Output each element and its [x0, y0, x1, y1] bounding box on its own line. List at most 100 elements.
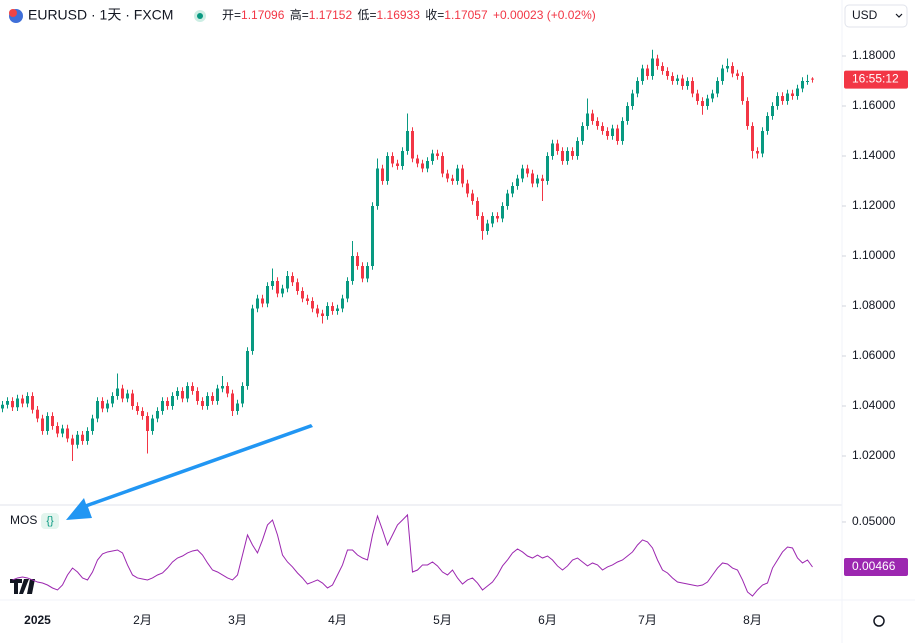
ohlc-value: 1.17057	[444, 8, 488, 22]
settings-icon[interactable]	[873, 615, 885, 627]
candle-body	[546, 156, 549, 181]
y-tick-label: 1.12000	[852, 198, 896, 212]
candle-body	[676, 78, 679, 81]
candle-body	[491, 216, 494, 224]
candle-body	[246, 351, 249, 386]
candle-body	[596, 121, 599, 126]
candle-body	[731, 66, 734, 74]
marks: 1.02000 1.04000 1.06000 1.08000 1.10000 1.120…	[1, 48, 908, 627]
y-tick-label: 1.16000	[852, 98, 896, 112]
y-tick-label: 1.04000	[852, 398, 896, 412]
candle-body	[321, 313, 324, 316]
candle-body	[481, 216, 484, 231]
candle-body	[151, 418, 154, 431]
candle-body	[1, 404, 4, 409]
candle-body	[536, 178, 539, 184]
candle-body	[661, 66, 664, 71]
candle-body	[651, 58, 654, 76]
candle-body	[106, 403, 109, 409]
candle-body	[411, 131, 414, 159]
candle-body	[336, 308, 339, 311]
candle-body	[421, 163, 424, 169]
symbol-title[interactable]: EURUSD · 1天 · FXCM	[28, 7, 173, 23]
candle-body	[286, 276, 289, 289]
candle-body	[551, 143, 554, 156]
candle-body	[156, 411, 159, 419]
candle-body	[461, 168, 464, 184]
candle-body	[201, 401, 204, 406]
candle-body	[191, 386, 194, 391]
candle-body	[96, 401, 99, 419]
candle-body	[591, 113, 594, 121]
tradingview-logo[interactable]	[10, 579, 35, 594]
candle-body	[186, 386, 189, 399]
currency-select[interactable]	[844, 4, 908, 28]
ohlc-value: 1.16933	[377, 8, 421, 22]
indicator-line	[12, 513, 813, 597]
x-tick-label: 4月	[328, 613, 347, 627]
candle-body	[696, 93, 699, 101]
candle-body	[66, 428, 69, 439]
candle-body	[86, 431, 89, 441]
candle-body	[406, 131, 409, 151]
candle-body	[291, 276, 294, 283]
candle-body	[646, 68, 649, 76]
candle-body	[56, 426, 59, 434]
candle-body	[776, 96, 779, 106]
candle-body	[631, 93, 634, 106]
candle-body	[476, 201, 479, 216]
indicator-title: MOS	[10, 513, 37, 527]
candle-body	[791, 93, 794, 96]
candle-body	[771, 106, 774, 116]
x-tick-label: 2月	[133, 613, 152, 627]
candle-body	[11, 401, 14, 408]
candle-body	[746, 101, 749, 126]
candle-body	[276, 281, 279, 294]
candle-body	[266, 286, 269, 304]
y-tick-label: 1.02000	[852, 448, 896, 462]
candle-body	[366, 266, 369, 279]
candle-body	[641, 68, 644, 81]
annotation-arrow	[66, 424, 313, 520]
candle-body	[131, 393, 134, 406]
x-tick-label: 5月	[433, 613, 452, 627]
indicator-value-label: 0.00466	[852, 559, 896, 573]
candle-body	[196, 391, 199, 401]
candle-body	[456, 168, 459, 181]
candle-body	[296, 282, 299, 291]
candle-body	[396, 163, 399, 166]
candle-body	[101, 401, 104, 409]
candle-body	[806, 81, 809, 82]
candle-body	[236, 403, 239, 411]
candle-body	[46, 416, 49, 431]
countdown-tag	[844, 70, 908, 89]
indicator-source-button[interactable]	[41, 513, 59, 529]
candle-body	[466, 183, 469, 194]
candle-body	[426, 161, 429, 169]
candle-body	[496, 216, 499, 219]
candle-body	[6, 401, 9, 405]
candle-body	[226, 386, 229, 394]
candle-body	[796, 88, 799, 96]
candle-body	[181, 391, 184, 399]
candle-body	[176, 391, 179, 396]
candle-body	[706, 98, 709, 106]
candle-body	[566, 151, 569, 161]
candle-body	[36, 409, 39, 419]
ohlc-label: 高=	[290, 7, 309, 22]
x-tick-label: 3月	[228, 613, 247, 627]
candle-body	[356, 256, 359, 266]
y-tick-label: 0.05000	[852, 514, 896, 528]
candle-body	[271, 281, 274, 286]
candle-body	[446, 173, 449, 179]
candle-body	[386, 156, 389, 181]
candle-body	[306, 298, 309, 301]
candle-body	[586, 113, 589, 126]
candle-body	[541, 178, 544, 181]
candle-body	[751, 126, 754, 151]
candle-body	[346, 281, 349, 299]
candle-body	[681, 78, 684, 86]
candle-body	[376, 168, 379, 206]
candle-body	[216, 388, 219, 401]
ohlc-readout: 开=1.17096 高=1.17152 低=1.16933 收=1.17057 …	[222, 7, 596, 22]
